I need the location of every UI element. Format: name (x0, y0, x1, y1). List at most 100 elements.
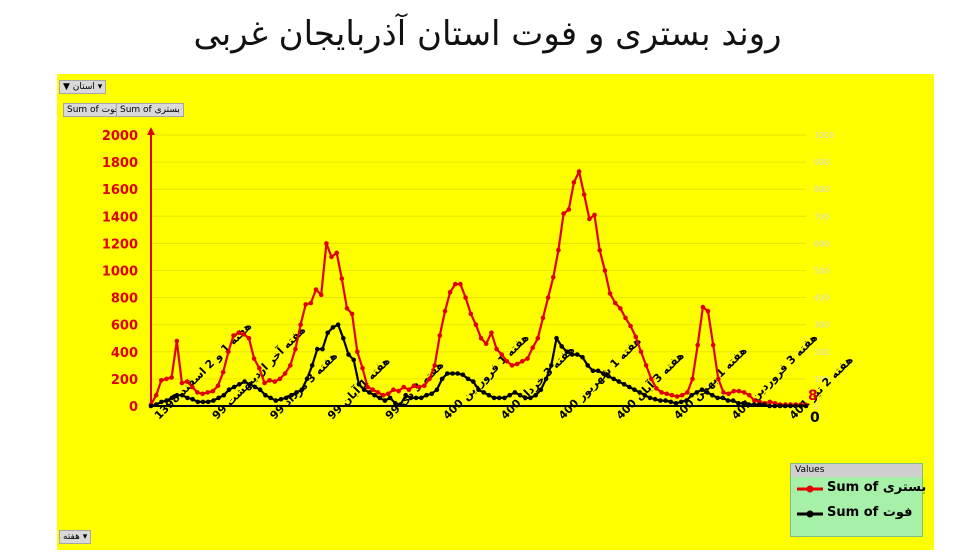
point-deaths (554, 336, 559, 341)
point-hospitalized (422, 383, 427, 389)
point-deaths (673, 401, 679, 406)
point-hospitalized (710, 342, 716, 348)
sum-death-field-button[interactable]: Sum of فوت (63, 103, 124, 117)
left-tick-label: 0 (129, 400, 138, 415)
point-hospitalized (246, 336, 252, 341)
point-hospitalized (535, 336, 541, 341)
point-deaths (372, 392, 377, 398)
point-deaths (549, 363, 554, 368)
point-deaths (730, 398, 736, 403)
point-deaths (174, 392, 180, 398)
point-hospitalized (179, 380, 185, 386)
point-deaths (569, 352, 575, 357)
point-deaths (497, 395, 502, 401)
point-deaths (782, 403, 788, 409)
point-deaths (777, 403, 783, 409)
right-tick-label: 400 (814, 294, 829, 303)
point-deaths (543, 376, 549, 382)
point-deaths (710, 392, 715, 398)
point-hospitalized (726, 391, 731, 397)
point-hospitalized (220, 369, 226, 375)
point-deaths (523, 395, 528, 401)
point-deaths (533, 392, 538, 398)
legend-swatch-deaths (797, 510, 823, 518)
point-hospitalized (200, 391, 205, 397)
point-deaths (491, 395, 497, 401)
point-deaths (465, 376, 471, 382)
sum-hospitalized-field-button[interactable]: Sum of بستری (116, 103, 184, 117)
point-deaths (512, 390, 518, 395)
legend-entry-hospitalized: Sum of بستری (791, 477, 926, 502)
point-hospitalized (551, 275, 556, 280)
point-hospitalized (339, 276, 345, 281)
right-tick-label: 1000 (814, 131, 834, 140)
legend-label-hospitalized: Sum of بستری (827, 480, 927, 495)
point-deaths (315, 346, 320, 352)
point-deaths (387, 395, 393, 401)
point-hospitalized (360, 365, 365, 371)
point-deaths (361, 387, 367, 393)
point-deaths (200, 399, 206, 405)
point-hospitalized (571, 180, 577, 185)
point-hospitalized (509, 363, 515, 368)
week-field-button[interactable]: هفته ▾ (59, 530, 92, 544)
point-deaths (627, 384, 632, 390)
point-hospitalized (659, 390, 664, 395)
series-layer (148, 168, 809, 409)
point-hospitalized (767, 399, 773, 405)
point-deaths (299, 387, 305, 393)
right-tick-label: 300 (814, 321, 829, 330)
point-hospitalized (540, 315, 546, 321)
point-deaths (320, 346, 325, 352)
point-hospitalized (288, 363, 293, 368)
point-deaths (746, 402, 752, 407)
point-hospitalized (628, 323, 633, 329)
point-deaths (424, 392, 429, 398)
point-hospitalized (736, 388, 742, 394)
point-hospitalized (520, 359, 525, 364)
point-deaths (153, 402, 159, 407)
point-deaths (159, 399, 164, 405)
x-axis: هفته 1 و 2 اسفند 1398 هفته آخر اردیبهشت 9… (151, 320, 856, 422)
point-hospitalized (293, 346, 298, 352)
point-hospitalized (458, 281, 463, 287)
right-tick-label: 0 (814, 402, 819, 411)
point-deaths (772, 403, 778, 409)
point-deaths (278, 396, 284, 402)
point-deaths (190, 396, 195, 402)
point-hospitalized (277, 376, 283, 382)
point-hospitalized (370, 387, 376, 393)
point-deaths (684, 398, 689, 403)
right-y-axis: 0 100 200 300 400 500 600 700 800 900 1000 (814, 131, 834, 411)
point-deaths (231, 384, 237, 390)
point-deaths (434, 387, 440, 393)
point-deaths (403, 392, 409, 398)
point-deaths (756, 402, 762, 407)
point-deaths (216, 395, 221, 401)
point-hospitalized (174, 338, 180, 344)
point-deaths (341, 336, 346, 341)
point-hospitalized (355, 349, 360, 355)
point-hospitalized (236, 330, 241, 336)
chevron-down-icon: ▾ (82, 532, 88, 542)
left-tick-label: 200 (111, 373, 138, 388)
province-filter-button[interactable]: ▼ استان ▾ (59, 80, 107, 94)
point-deaths (736, 401, 741, 406)
point-deaths (330, 325, 336, 330)
point-hospitalized (612, 300, 618, 306)
point-hospitalized (298, 322, 303, 328)
left-y-axis: 0 200 400 600 800 1000 1200 1400 1600 1800 2000 (102, 127, 155, 415)
point-hospitalized (210, 388, 216, 394)
chevron-down-icon: ▾ (97, 82, 103, 92)
point-hospitalized (592, 212, 597, 218)
plot-area (57, 74, 934, 550)
left-tick-label: 400 (111, 346, 138, 361)
right-tick-label: 200 (814, 348, 829, 357)
legend-label-deaths: Sum of فوت (827, 505, 913, 520)
point-deaths (793, 403, 798, 409)
point-hospitalized (257, 365, 262, 371)
point-hospitalized (442, 308, 448, 314)
x-tick-label: هفته 2 تیر 401 (787, 353, 856, 422)
point-hospitalized (489, 330, 494, 336)
legend-entry-deaths: Sum of فوت (791, 502, 922, 527)
